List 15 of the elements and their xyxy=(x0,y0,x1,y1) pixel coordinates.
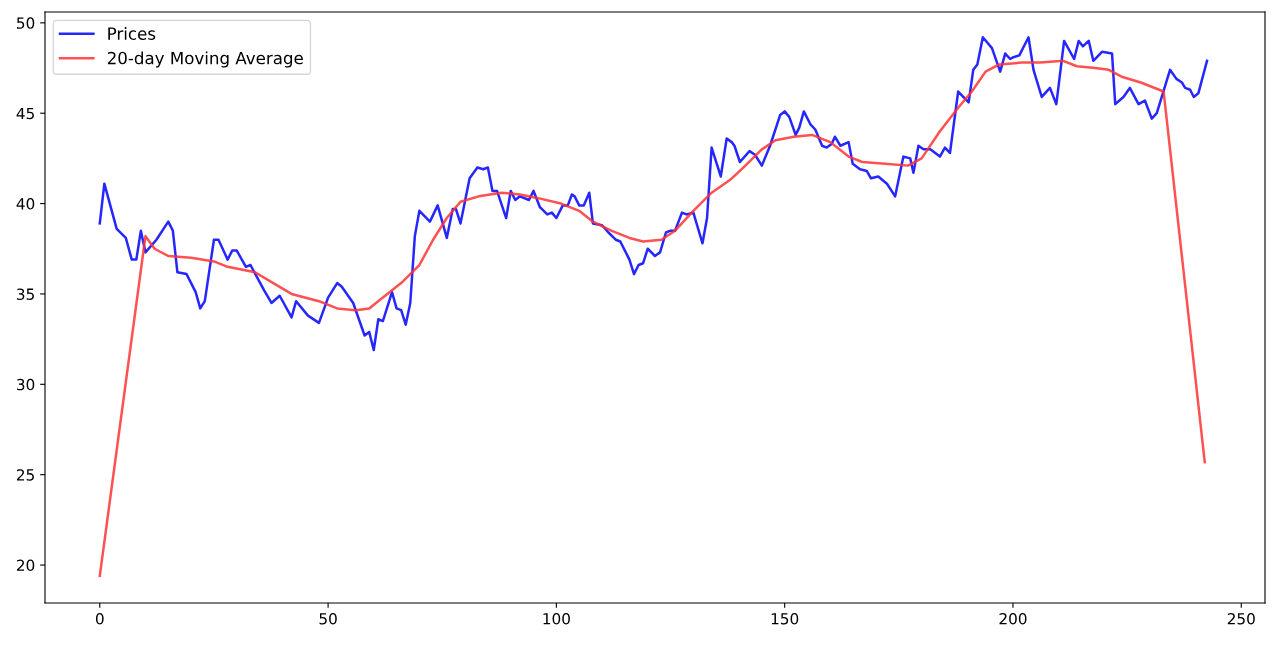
x-tick-label: 250 xyxy=(1227,612,1255,625)
y-tick-label: 35 xyxy=(17,288,34,300)
legend-label: Prices xyxy=(108,27,156,40)
x-tick-label: 100 xyxy=(543,612,570,625)
y-tick-label: 30 xyxy=(17,378,35,391)
x-tick-label: 0 xyxy=(95,612,104,625)
y-tick-label: 20 xyxy=(16,559,35,572)
y-tick-label: 45 xyxy=(16,107,34,120)
y-tick-label: 50 xyxy=(17,17,35,29)
x-tick-label: 150 xyxy=(771,612,799,625)
x-tick-label: 200 xyxy=(999,612,1027,625)
x-tick-label: 50 xyxy=(319,612,337,625)
y-tick-label: 40 xyxy=(16,198,35,210)
y-tick-label: 25 xyxy=(16,469,34,481)
legend-label: 20-day Moving Average xyxy=(107,51,303,68)
